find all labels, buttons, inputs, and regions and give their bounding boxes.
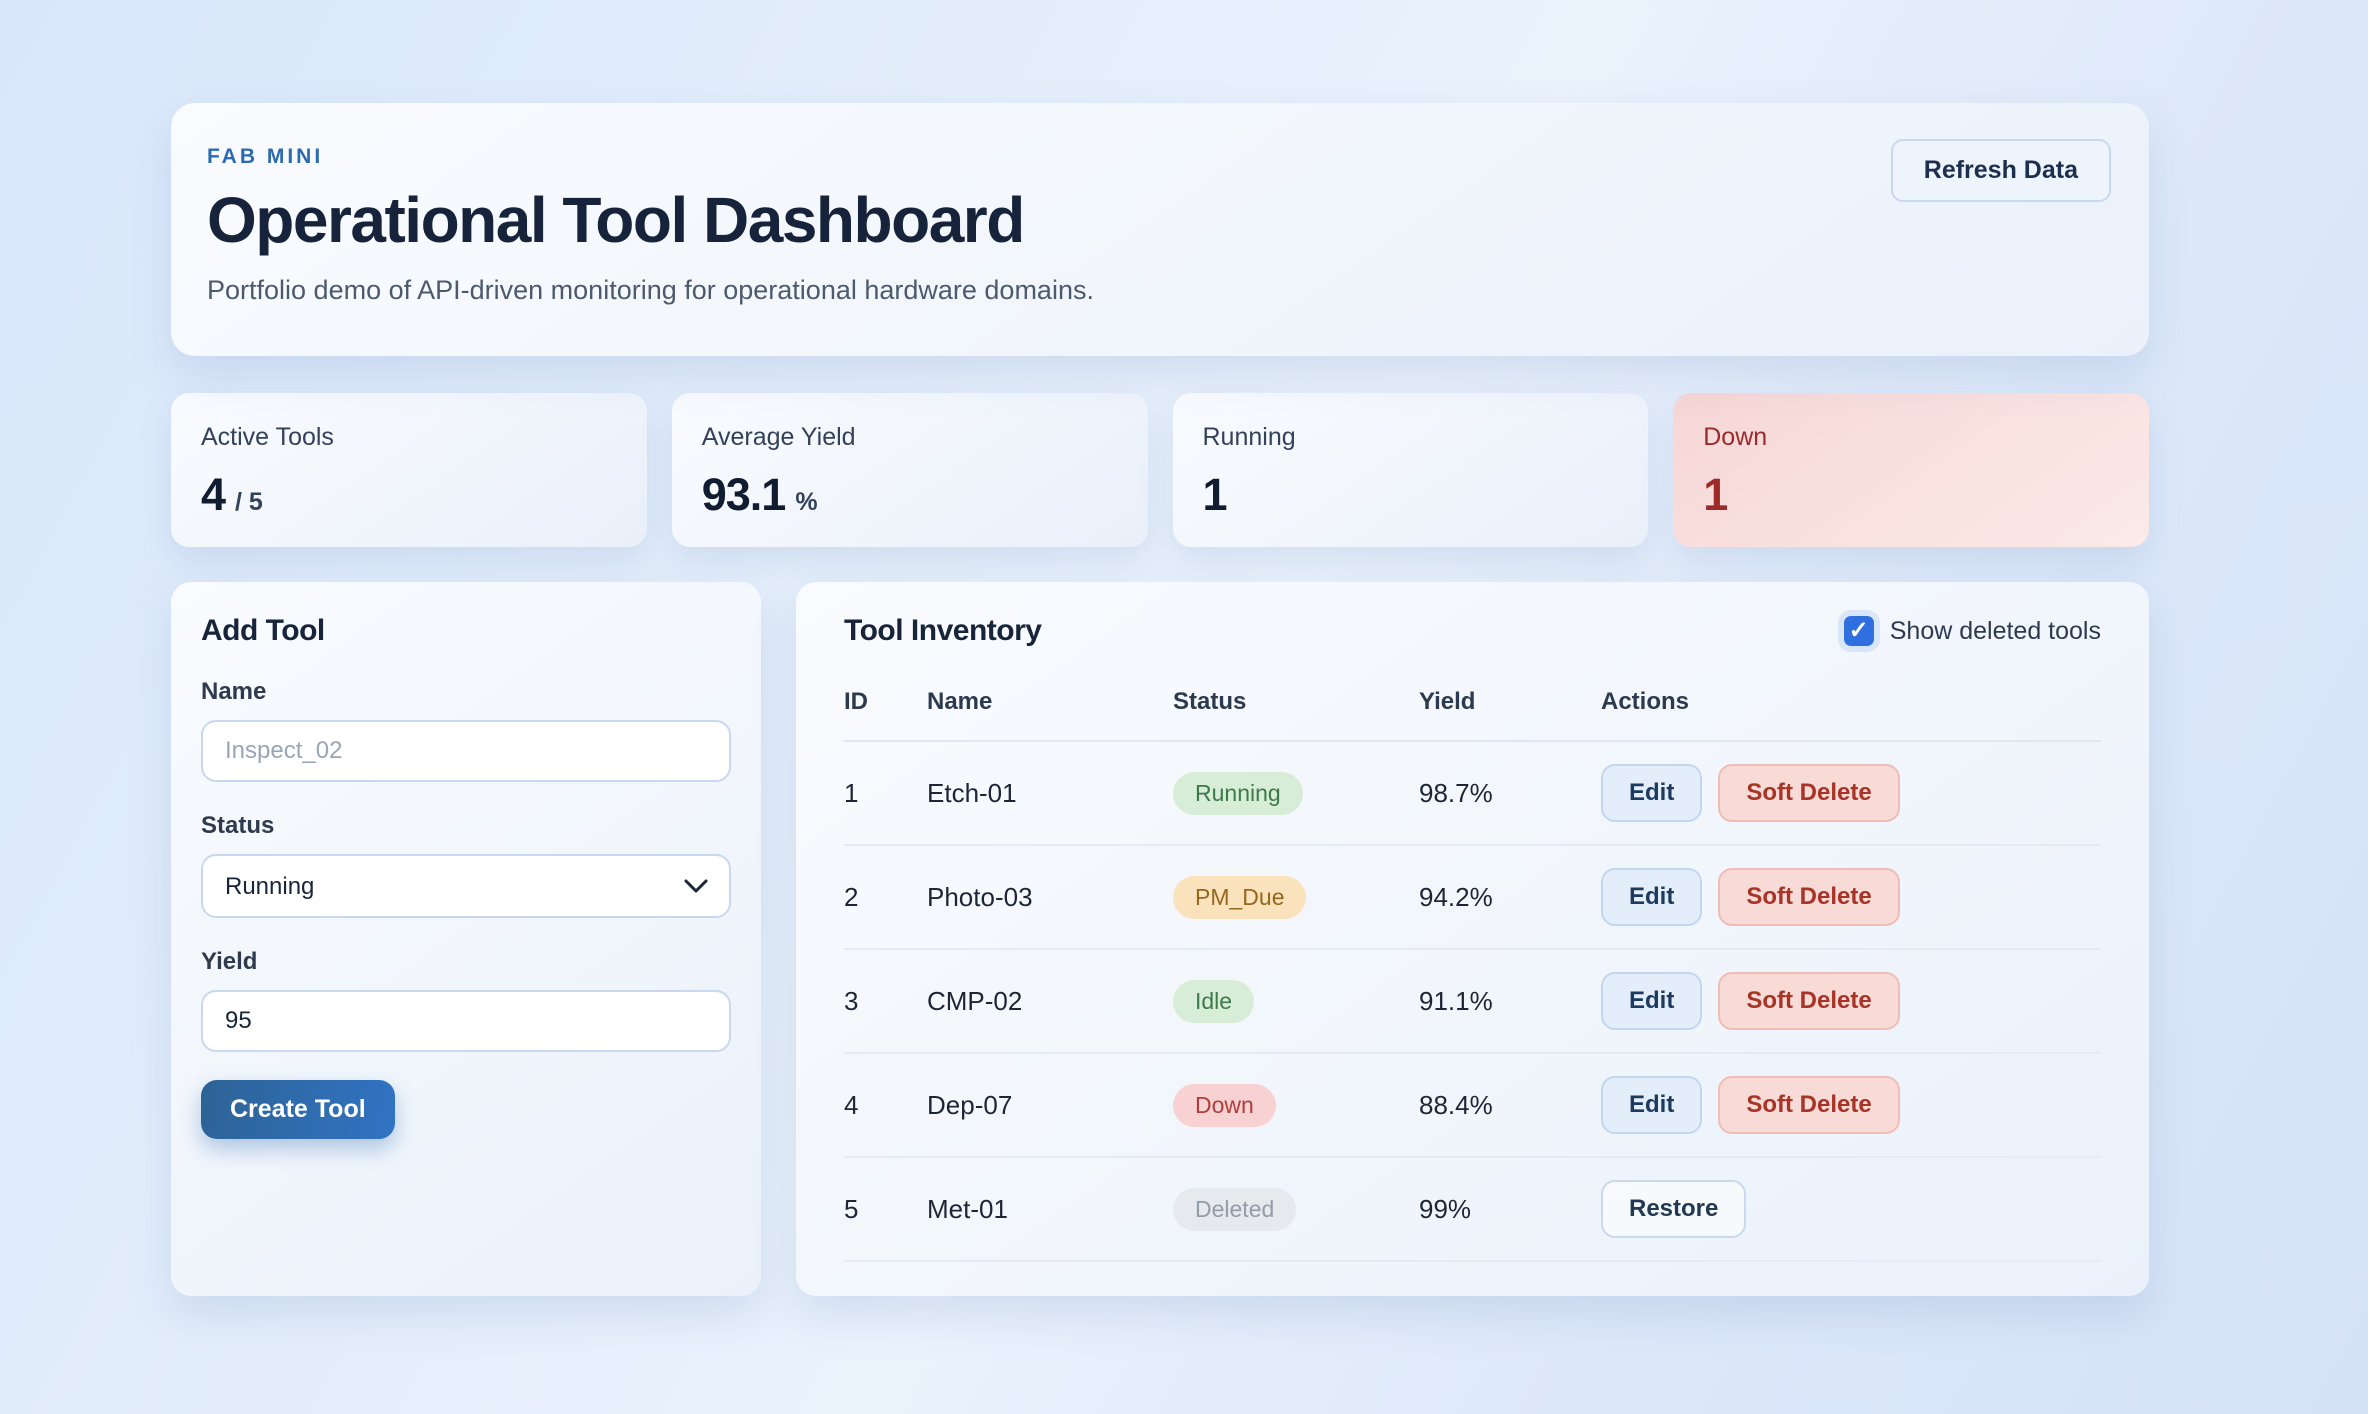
stat-label: Running [1202, 423, 1296, 451]
soft-delete-button[interactable]: Soft Delete [1718, 972, 1900, 1030]
cell-actions: Edit Soft Delete [1601, 845, 2101, 950]
stat-label: Active Tools [201, 423, 334, 451]
inventory-table-head: ID Name Status Yield Actions [844, 674, 2101, 742]
soft-delete-button[interactable]: Soft Delete [1718, 1076, 1900, 1134]
column-header-yield: Yield [1419, 674, 1601, 742]
status-select-wrap: Running [201, 854, 731, 918]
page-title: Operational Tool Dashboard [207, 184, 1025, 256]
cell-yield: 94.2% [1419, 845, 1601, 950]
stat-card-running: Running 1 [1172, 393, 1649, 547]
stat-value-number: 93.1 [701, 469, 787, 520]
status-badge: Down [1173, 1083, 1276, 1127]
stat-card-average-yield: Average Yield 93.1% [671, 393, 1148, 547]
cell-name: Photo-03 [927, 845, 1173, 950]
table-row: 2 Photo-03 PM_Due 94.2% Edit Soft Delete [844, 845, 2101, 950]
cell-name: Etch-01 [927, 741, 1173, 846]
stat-value-number: 4 [201, 469, 226, 520]
table-row: 4 Dep-07 Down 88.4% Edit Soft Delete [844, 1053, 2101, 1158]
cell-status: PM_Due [1173, 845, 1419, 950]
dashboard-page: FAB MINI Operational Tool Dashboard Port… [171, 103, 2149, 1296]
refresh-data-button[interactable]: Refresh Data [1890, 139, 2111, 202]
stat-label: Down [1703, 423, 1768, 451]
stat-value: 4 / 5 [201, 469, 617, 521]
stat-value-number: 1 [1202, 469, 1228, 520]
stat-value-suffix: / 5 [235, 488, 263, 516]
cell-id: 4 [844, 1053, 927, 1158]
column-header-status: Status [1173, 674, 1419, 742]
cell-status: Idle [1173, 949, 1419, 1054]
header-card: FAB MINI Operational Tool Dashboard Port… [171, 103, 2149, 356]
edit-button[interactable]: Edit [1601, 868, 1703, 926]
cell-id: 5 [844, 1157, 927, 1262]
main-row: Add Tool Name Status Running Yield Creat… [171, 582, 2149, 1296]
stat-label: Average Yield [701, 423, 856, 451]
stat-value: 1 [1703, 469, 2119, 521]
show-deleted-toggle[interactable]: Show deleted tools [1843, 616, 2101, 646]
inventory-head: Tool Inventory Show deleted tools [844, 614, 2101, 648]
stat-value-suffix: % [795, 488, 818, 516]
yield-label: Yield [201, 948, 258, 975]
edit-button[interactable]: Edit [1601, 764, 1703, 822]
status-badge: Deleted [1173, 1187, 1297, 1231]
stat-value: 93.1% [702, 469, 1118, 521]
soft-delete-button[interactable]: Soft Delete [1718, 764, 1900, 822]
page-subtitle: Portfolio demo of API-driven monitoring … [207, 275, 1094, 305]
status-label: Status [201, 812, 275, 839]
stat-card-down: Down 1 [1673, 393, 2149, 547]
column-header-actions: Actions [1601, 674, 2101, 742]
status-select[interactable]: Running [201, 854, 731, 918]
name-label: Name [201, 678, 267, 705]
table-row: 3 CMP-02 Idle 91.1% Edit Soft Delete [844, 949, 2101, 1054]
cell-yield: 99% [1419, 1157, 1601, 1262]
cell-status: Deleted [1173, 1157, 1419, 1262]
cell-name: CMP-02 [927, 949, 1173, 1054]
stats-row: Active Tools 4 / 5 Average Yield 93.1% Runnin… [171, 393, 2149, 547]
inventory-table-body: 1 Etch-01 Running 98.7% Edit Soft Delete 2 Phot… [844, 741, 2101, 1262]
create-tool-button[interactable]: Create Tool [201, 1080, 395, 1139]
show-deleted-label: Show deleted tools [1889, 616, 2101, 645]
stat-card-active-tools: Active Tools 4 / 5 [171, 393, 647, 547]
cell-id: 1 [844, 741, 927, 846]
cell-id: 2 [844, 845, 927, 950]
column-header-id: ID [844, 674, 927, 742]
status-badge: Idle [1173, 979, 1255, 1023]
name-input[interactable] [201, 720, 731, 782]
stat-value-number: 1 [1703, 469, 1728, 520]
cell-yield: 98.7% [1419, 741, 1601, 846]
cell-status: Running [1173, 741, 1419, 846]
cell-id: 3 [844, 949, 927, 1054]
cell-actions: Restore [1601, 1157, 2101, 1262]
table-row: 5 Met-01 Deleted 99% Restore [844, 1157, 2101, 1262]
cell-name: Dep-07 [927, 1053, 1173, 1158]
cell-yield: 88.4% [1419, 1053, 1601, 1158]
show-deleted-checkbox[interactable] [1843, 616, 1874, 646]
cell-status: Down [1173, 1053, 1419, 1158]
tool-inventory-panel: Tool Inventory Show deleted tools ID Name… [796, 582, 2149, 1296]
add-tool-title: Add Tool [201, 614, 325, 647]
inventory-title: Tool Inventory [844, 614, 1042, 647]
yield-input[interactable] [201, 990, 731, 1052]
table-row: 1 Etch-01 Running 98.7% Edit Soft Delete [844, 741, 2101, 846]
status-badge: Running [1173, 771, 1303, 815]
cell-name: Met-01 [927, 1157, 1173, 1262]
stat-value: 1 [1203, 469, 1619, 521]
status-badge: PM_Due [1173, 875, 1307, 919]
inventory-table: ID Name Status Yield Actions 1 Etch-01 Running… [844, 674, 2101, 1262]
app-eyebrow: FAB MINI [207, 145, 324, 168]
cell-actions: Edit Soft Delete [1601, 741, 2101, 846]
column-header-name: Name [927, 674, 1173, 742]
soft-delete-button[interactable]: Soft Delete [1718, 868, 1900, 926]
header-row: ID Name Status Yield Actions [844, 674, 2101, 742]
add-tool-panel: Add Tool Name Status Running Yield Creat… [171, 582, 761, 1296]
restore-button[interactable]: Restore [1601, 1180, 1747, 1238]
edit-button[interactable]: Edit [1601, 972, 1703, 1030]
cell-actions: Edit Soft Delete [1601, 1053, 2101, 1158]
edit-button[interactable]: Edit [1601, 1076, 1703, 1134]
cell-actions: Edit Soft Delete [1601, 949, 2101, 1054]
cell-yield: 91.1% [1419, 949, 1601, 1054]
